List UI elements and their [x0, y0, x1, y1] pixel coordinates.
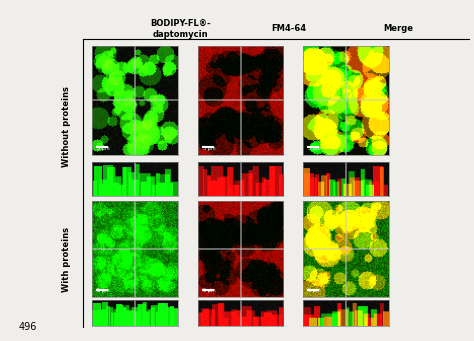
Text: BODIPY-FL®-
daptomycin: BODIPY-FL®- daptomycin: [150, 19, 210, 39]
Text: 5 μm: 5 μm: [203, 146, 216, 151]
Text: FM4-64: FM4-64: [272, 25, 307, 33]
Text: 5 μm: 5 μm: [203, 288, 216, 293]
Text: 496: 496: [19, 323, 37, 332]
Text: 5 μm: 5 μm: [97, 146, 110, 151]
Text: Merge: Merge: [383, 25, 413, 33]
Text: 5 μm: 5 μm: [308, 288, 321, 293]
Text: 5 μm: 5 μm: [308, 146, 321, 151]
Text: With proteins: With proteins: [62, 227, 71, 292]
Text: Without proteins: Without proteins: [62, 86, 71, 167]
Text: 5 μm: 5 μm: [97, 288, 110, 293]
